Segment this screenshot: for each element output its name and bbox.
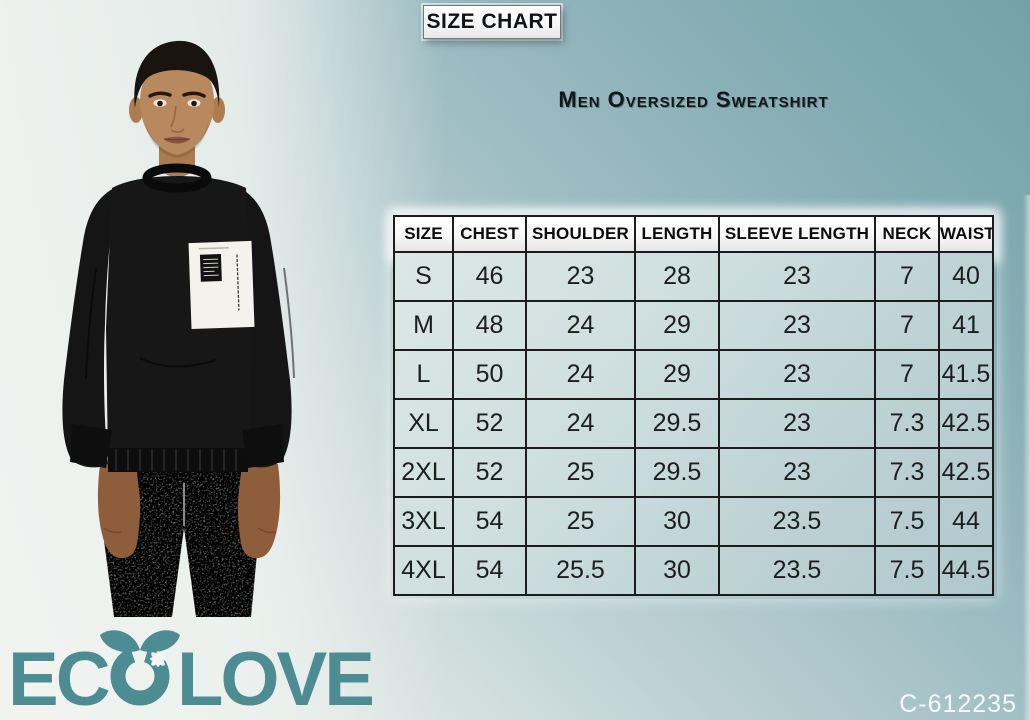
logo-text-ec: EC bbox=[8, 637, 109, 717]
model-photo bbox=[62, 40, 295, 617]
measurement-cell: 24 bbox=[525, 300, 636, 351]
measurement-cell: 30 bbox=[634, 496, 720, 547]
right-cuff bbox=[242, 424, 284, 468]
measurement-cell: 25.5 bbox=[525, 545, 636, 596]
face bbox=[140, 60, 214, 155]
measurement-cell: 50 bbox=[452, 349, 527, 400]
measurement-cell: 42.5 bbox=[938, 398, 994, 449]
measurement-cell: 29.5 bbox=[634, 447, 720, 498]
measurement-cell: 29 bbox=[634, 349, 720, 400]
measurement-cell: 23 bbox=[718, 300, 876, 351]
measurement-cell: 40 bbox=[938, 251, 994, 302]
size-cell: 4XL bbox=[393, 545, 454, 596]
measurement-cell: 44.5 bbox=[938, 545, 994, 596]
measurement-cell: 23 bbox=[718, 447, 876, 498]
measurement-cell: 44 bbox=[938, 496, 994, 547]
flower-icon bbox=[150, 651, 166, 667]
table-row: 2XL 52 25 29.5 23 7.3 42.5 bbox=[393, 447, 994, 498]
table-row: XL 52 24 29.5 23 7.3 42.5 bbox=[393, 398, 994, 449]
column-header-waist: WAIST bbox=[938, 215, 994, 253]
measurement-cell: 48 bbox=[452, 300, 527, 351]
column-header-sleeve-length: SLEEVE LENGTH bbox=[718, 215, 876, 253]
measurement-cell: 7.5 bbox=[874, 496, 940, 547]
measurement-cell: 52 bbox=[452, 398, 527, 449]
left-ear bbox=[129, 97, 143, 123]
table-row: L 50 24 29 23 7 41.5 bbox=[393, 349, 994, 400]
measurement-cell: 41 bbox=[938, 300, 994, 351]
measurement-cell: 7 bbox=[874, 300, 940, 351]
column-header-size: SIZE bbox=[393, 215, 454, 253]
size-table-header-row: SIZE CHEST SHOULDER LENGTH SLEEVE LENGTH NECK… bbox=[393, 215, 994, 253]
measurement-cell: 23 bbox=[525, 251, 636, 302]
measurement-cell: 29 bbox=[634, 300, 720, 351]
right-edge-glow bbox=[1023, 195, 1030, 720]
measurement-cell: 41.5 bbox=[938, 349, 994, 400]
measurement-cell: 42.5 bbox=[938, 447, 994, 498]
table-row: 3XL 54 25 30 23.5 7.5 44 bbox=[393, 496, 994, 547]
size-cell: 2XL bbox=[393, 447, 454, 498]
measurement-cell: 7.3 bbox=[874, 398, 940, 449]
measurement-cell: 25 bbox=[525, 496, 636, 547]
measurement-cell: 23 bbox=[718, 251, 876, 302]
measurement-cell: 24 bbox=[525, 349, 636, 400]
face-features bbox=[148, 91, 206, 144]
column-header-shoulder: SHOULDER bbox=[525, 215, 636, 253]
column-header-chest: CHEST bbox=[452, 215, 527, 253]
measurement-cell: 7 bbox=[874, 349, 940, 400]
chest-patch bbox=[188, 240, 255, 330]
crew-neck-collar bbox=[142, 163, 212, 193]
table-row: 4XL 54 25.5 30 23.5 7.5 44.5 bbox=[393, 545, 994, 596]
size-cell: L bbox=[393, 349, 454, 400]
column-header-length: LENGTH bbox=[634, 215, 720, 253]
measurement-cell: 7 bbox=[874, 251, 940, 302]
grey-joggers bbox=[103, 468, 259, 617]
measurement-cell: 23.5 bbox=[718, 496, 876, 547]
logo-text-love: LOVE bbox=[177, 637, 372, 717]
right-ear bbox=[211, 97, 225, 123]
measurement-cell: 30 bbox=[634, 545, 720, 596]
measurement-cell: 28 bbox=[634, 251, 720, 302]
product-code: C-612235 bbox=[899, 690, 1017, 718]
measurement-cell: 54 bbox=[452, 496, 527, 547]
size-chart-label: SIZE CHART bbox=[426, 10, 558, 33]
product-title: Men Oversized Sweatshirt bbox=[558, 87, 829, 112]
leaf-icon bbox=[140, 630, 180, 653]
table-row: S 46 23 28 23 7 40 bbox=[393, 251, 994, 302]
brand-logo: EC LOVE bbox=[8, 630, 375, 717]
size-table: SIZE CHEST SHOULDER LENGTH SLEEVE LENGTH NECK… bbox=[393, 215, 994, 596]
measurement-cell: 29.5 bbox=[634, 398, 720, 449]
size-cell: S bbox=[393, 251, 454, 302]
measurement-cell: 24 bbox=[525, 398, 636, 449]
measurement-cell: 23 bbox=[718, 398, 876, 449]
measurement-cell: 52 bbox=[452, 447, 527, 498]
column-header-neck: NECK bbox=[874, 215, 940, 253]
size-cell: 3XL bbox=[393, 496, 454, 547]
measurement-cell: 46 bbox=[452, 251, 527, 302]
measurement-cell: 23 bbox=[718, 349, 876, 400]
size-chart-title-box: SIZE CHART bbox=[423, 5, 561, 39]
measurement-cell: 7.3 bbox=[874, 447, 940, 498]
measurement-cell: 25 bbox=[525, 447, 636, 498]
hands bbox=[97, 464, 281, 559]
hem-shadow bbox=[104, 468, 256, 477]
black-sweatshirt bbox=[62, 163, 295, 472]
leaf-icon bbox=[100, 630, 140, 653]
size-cell: XL bbox=[393, 398, 454, 449]
table-row: M 48 24 29 23 7 41 bbox=[393, 300, 994, 351]
left-cuff bbox=[70, 424, 112, 468]
measurement-cell: 54 bbox=[452, 545, 527, 596]
logo-fruit-o bbox=[100, 630, 180, 706]
size-cell: M bbox=[393, 300, 454, 351]
hair bbox=[134, 40, 220, 109]
measurement-cell: 23.5 bbox=[718, 545, 876, 596]
size-table-wrap: SIZE CHEST SHOULDER LENGTH SLEEVE LENGTH NECK… bbox=[393, 215, 994, 596]
jaw-shading bbox=[146, 123, 208, 158]
measurement-cell: 7.5 bbox=[874, 545, 940, 596]
